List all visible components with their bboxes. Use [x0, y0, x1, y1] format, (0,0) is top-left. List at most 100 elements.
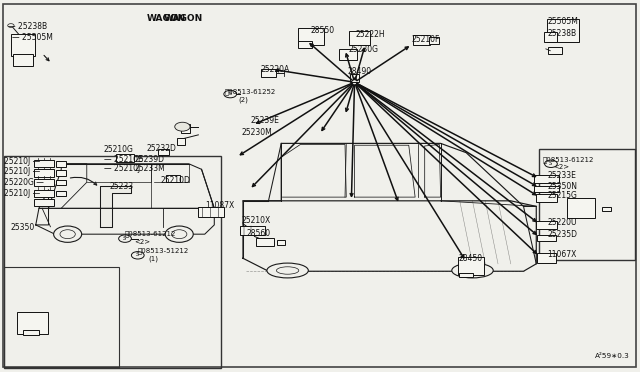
Bar — [350, 74, 359, 82]
Bar — [536, 194, 557, 202]
Text: 25238B: 25238B — [548, 29, 577, 38]
Text: — 25210J: — 25210J — [104, 164, 140, 173]
Text: 25220A: 25220A — [261, 65, 290, 74]
Bar — [157, 148, 169, 155]
Text: S: S — [228, 91, 232, 96]
Text: S: S — [136, 253, 140, 257]
Bar — [429, 37, 439, 44]
Bar — [17, 312, 48, 334]
Bar — [198, 207, 225, 217]
Bar — [459, 273, 473, 277]
Text: <2>: <2> — [134, 239, 150, 245]
Bar — [116, 154, 134, 162]
Bar — [181, 124, 190, 133]
Text: 28490: 28490 — [348, 67, 372, 76]
Bar — [35, 199, 54, 206]
Text: A²59∗0.3: A²59∗0.3 — [595, 353, 630, 359]
Circle shape — [60, 230, 76, 238]
Text: 25350N: 25350N — [547, 182, 577, 190]
Bar — [35, 179, 54, 186]
Bar — [602, 207, 611, 211]
Text: 11067X: 11067X — [547, 250, 577, 259]
Text: Ⓢ08513-61252: Ⓢ08513-61252 — [225, 88, 276, 95]
Text: S: S — [124, 236, 127, 241]
Text: 25230G: 25230G — [348, 45, 378, 54]
Circle shape — [172, 230, 187, 238]
Circle shape — [165, 226, 193, 242]
Circle shape — [118, 235, 131, 242]
Ellipse shape — [267, 263, 308, 278]
Circle shape — [224, 90, 237, 98]
Bar — [23, 330, 39, 335]
Text: — 25505M: — 25505M — [12, 33, 53, 42]
Text: 25220U: 25220U — [547, 218, 577, 227]
Bar — [11, 34, 35, 56]
Text: WAGON: WAGON — [147, 14, 186, 23]
Bar — [537, 253, 556, 263]
Bar — [458, 257, 484, 275]
Text: 25210F: 25210F — [412, 35, 440, 44]
Circle shape — [8, 24, 14, 28]
Text: 28450: 28450 — [458, 254, 483, 263]
Bar — [536, 221, 557, 229]
Bar — [260, 69, 276, 77]
Bar — [35, 169, 54, 177]
Bar — [35, 160, 54, 167]
Text: Ⓢ08513-61212: Ⓢ08513-61212 — [543, 156, 594, 163]
Text: 25230M: 25230M — [242, 128, 273, 137]
Text: 25239E: 25239E — [251, 116, 280, 125]
Circle shape — [54, 226, 82, 242]
Bar — [177, 138, 185, 145]
Ellipse shape — [461, 267, 484, 274]
Ellipse shape — [276, 267, 299, 274]
Text: (1): (1) — [148, 255, 159, 262]
Bar — [56, 190, 66, 196]
Text: 25233E: 25233E — [547, 171, 576, 180]
Text: 25215G: 25215G — [547, 191, 577, 200]
Text: 25505M: 25505M — [548, 17, 579, 26]
Bar — [298, 28, 324, 45]
Bar — [4, 267, 118, 367]
Text: S: S — [549, 161, 553, 166]
Text: 25210X: 25210X — [242, 216, 271, 225]
Text: 25210J —: 25210J — — [4, 157, 40, 166]
Bar — [537, 235, 556, 241]
Text: 25210J —: 25210J — — [4, 167, 40, 176]
Text: 25210G: 25210G — [104, 145, 134, 154]
Text: 25210J —: 25210J — — [4, 189, 40, 198]
Bar — [56, 180, 66, 185]
Text: Ⓢ08513-61212: Ⓢ08513-61212 — [125, 231, 177, 237]
Text: 28560: 28560 — [246, 229, 270, 238]
Bar — [4, 156, 221, 368]
Text: 25233: 25233 — [109, 182, 133, 191]
Text: 25222H: 25222H — [356, 30, 385, 39]
Bar — [339, 49, 357, 60]
Text: 25210D: 25210D — [160, 176, 190, 185]
Circle shape — [131, 251, 144, 259]
Bar — [257, 238, 274, 246]
Bar — [13, 54, 33, 65]
Polygon shape — [100, 186, 131, 227]
Text: 25220G —: 25220G — — [4, 178, 44, 187]
Ellipse shape — [452, 263, 493, 278]
Bar — [547, 19, 579, 42]
Text: 25239D: 25239D — [134, 155, 164, 164]
Bar — [298, 41, 312, 48]
Text: <2>: <2> — [554, 164, 570, 170]
Bar — [241, 226, 265, 235]
Bar — [548, 47, 563, 54]
Bar — [277, 240, 285, 245]
Circle shape — [175, 122, 190, 131]
Text: Ⓢ08513-51212: Ⓢ08513-51212 — [138, 247, 189, 254]
Text: 25350: 25350 — [10, 223, 35, 232]
Bar — [540, 149, 635, 260]
Bar — [56, 170, 66, 176]
Bar — [413, 35, 431, 45]
Bar — [35, 190, 54, 197]
Bar — [544, 32, 557, 42]
Bar — [166, 175, 180, 182]
Text: 28550: 28550 — [310, 26, 335, 35]
Bar — [566, 198, 595, 218]
Text: — 25210E: — 25210E — [104, 155, 143, 164]
Text: WAGON: WAGON — [163, 14, 202, 23]
